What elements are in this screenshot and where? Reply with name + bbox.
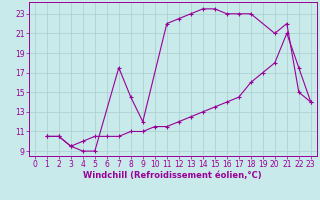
X-axis label: Windchill (Refroidissement éolien,°C): Windchill (Refroidissement éolien,°C) [84, 171, 262, 180]
